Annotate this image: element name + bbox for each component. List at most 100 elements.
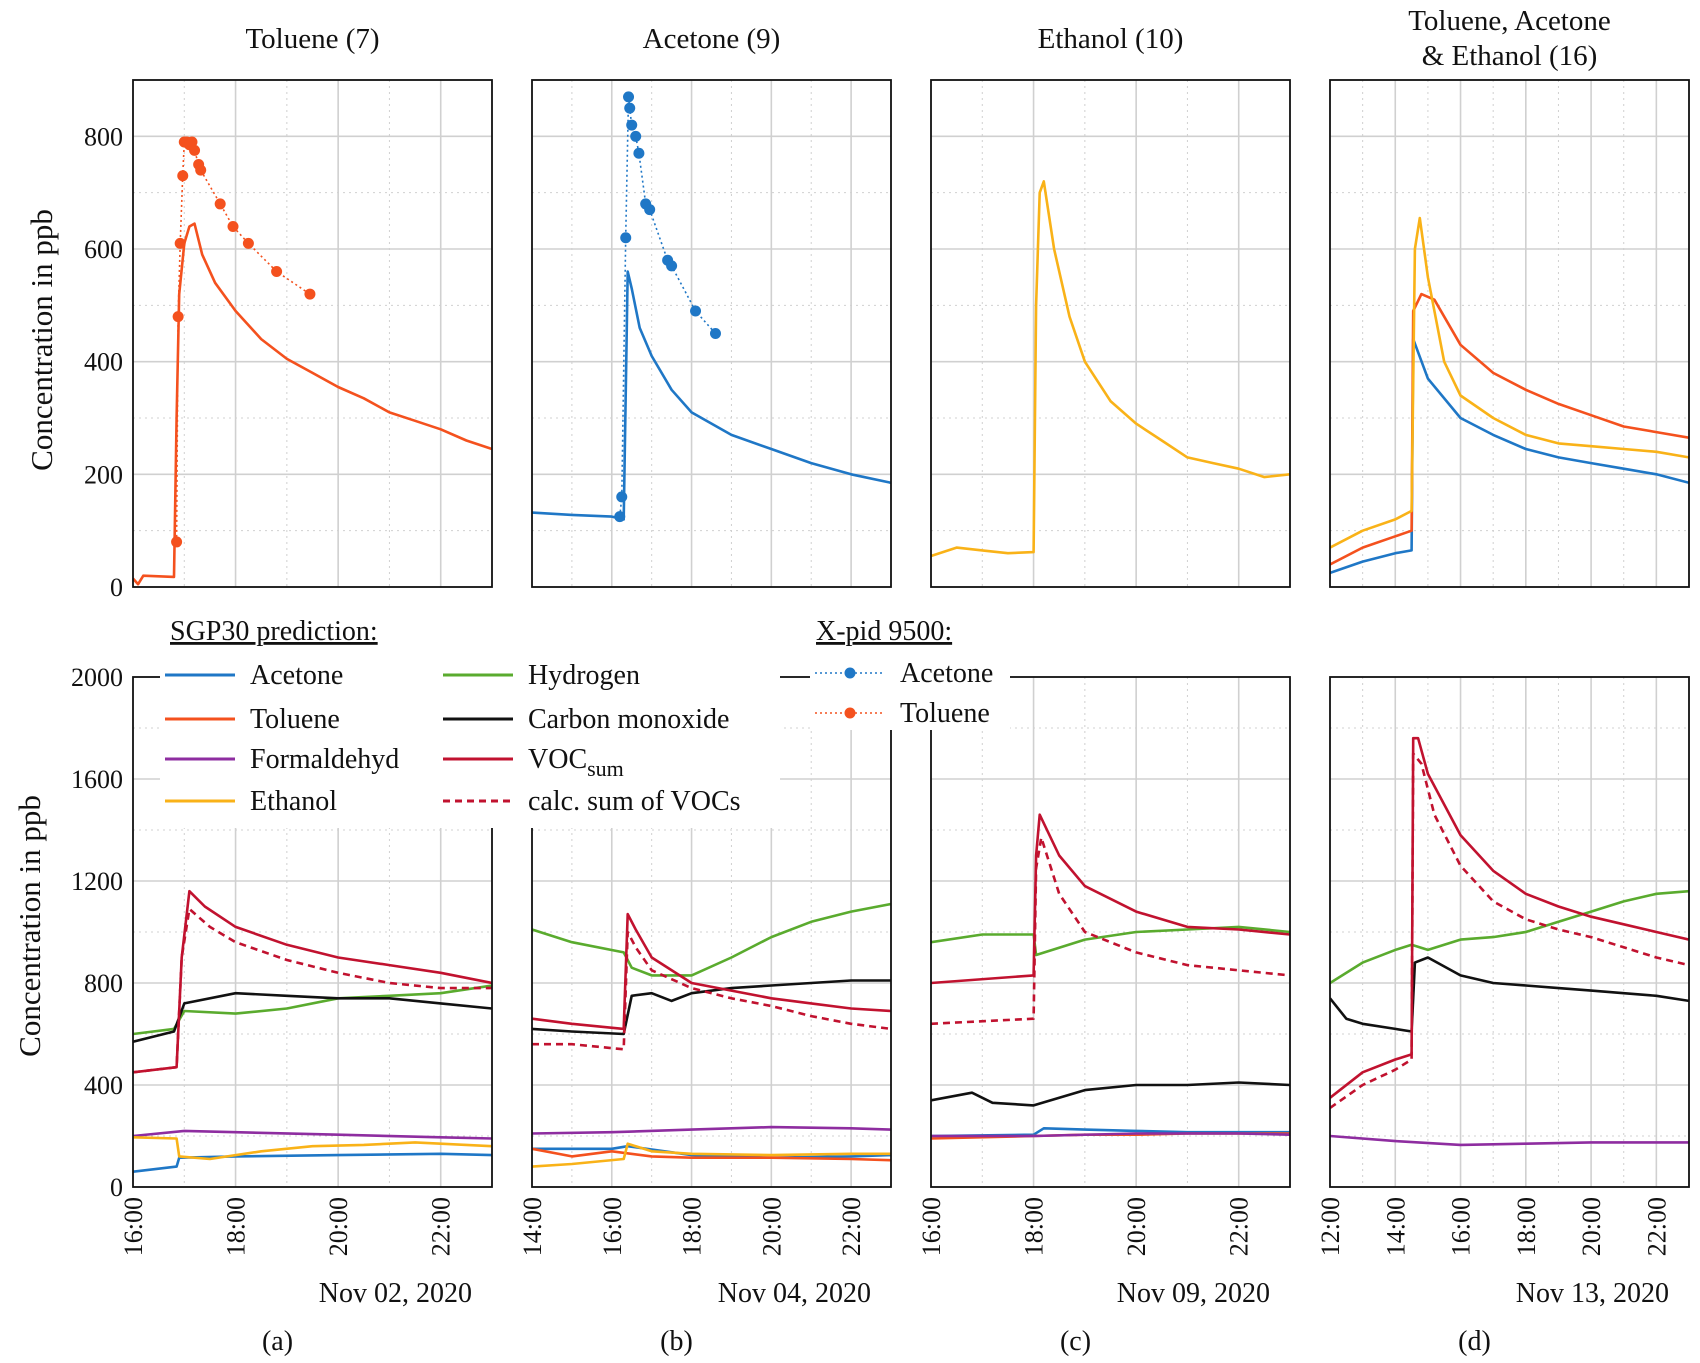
legend-label: Toluene: [250, 704, 340, 735]
panel-title: & Ethanol (16): [1422, 40, 1598, 72]
series-x-pid-toluene-marker: [171, 536, 183, 548]
series-x-pid-acetone-marker: [630, 130, 642, 142]
series-x-pid-acetone-marker: [614, 511, 626, 523]
x-tick-label: 22:00: [1642, 1197, 1671, 1256]
legend-item-xpid-acetone: Acetone: [815, 658, 993, 689]
series-group: [931, 813, 1290, 1140]
series-x-pid-toluene-marker: [214, 198, 226, 210]
series-acetone: [532, 270, 891, 521]
x-tick-label: 20:00: [324, 1197, 353, 1256]
legend-label: Carbon monoxide: [528, 704, 729, 735]
series-carbon-monoxide: [931, 1081, 1290, 1107]
legend-item-ethanol: Ethanol: [165, 786, 337, 817]
bottom-axes: [930, 676, 1291, 1188]
legend-sgp30-title: SGP30 prediction:: [170, 616, 378, 647]
panel-c: Ethanol (10) 16:00 18:00 20:00 22:00 Nov 09, …: [917, 23, 1291, 1357]
series-ethanol: [1330, 216, 1689, 549]
series-formaldehyd: [931, 1132, 1290, 1138]
panel-title: Ethanol (10): [1038, 23, 1184, 55]
top-frame: [1329, 79, 1690, 588]
legend-item-hydrogen: Hydrogen: [443, 660, 640, 691]
y-tick-label: 400: [84, 1071, 123, 1100]
top-frame: [132, 79, 493, 588]
series-vocsum: [931, 813, 1290, 985]
x-tick-label: 20:00: [757, 1197, 786, 1256]
series-hydrogen: [1330, 889, 1689, 985]
series-x-pid-toluene-marker: [186, 136, 198, 148]
series-formaldehyd: [532, 1125, 891, 1135]
series-x-pid-toluene-marker: [177, 170, 189, 182]
top-axes: [1329, 79, 1690, 588]
legend-label: Hydrogen: [528, 660, 640, 691]
x-tick-label: 22:00: [837, 1197, 866, 1256]
series-group: [1330, 216, 1689, 575]
x-tick-label: 16:00: [119, 1197, 148, 1256]
series-ethanol: [532, 1142, 891, 1168]
x-tick-label: 16:00: [917, 1197, 946, 1256]
x-tick-label: 16:00: [1447, 1197, 1476, 1256]
legend-label-subscript: sum: [587, 756, 624, 781]
panel-letter: (a): [262, 1326, 293, 1357]
series-ethanol: [931, 180, 1290, 558]
legend-label: Toluene: [900, 698, 990, 729]
series-calc-sum-of-vocs: [532, 930, 891, 1051]
series-calc-sum-of-vocs: [931, 836, 1290, 1026]
series-x-pid-toluene-marker: [242, 237, 254, 249]
legend-xpid-background: [810, 652, 1010, 730]
legend: SGP30 prediction: X-pid 9500: Acetone Tol…: [160, 616, 1010, 828]
bottom-y-axis-label: Concentration in ppb: [12, 795, 47, 1057]
panel-letter: (b): [660, 1326, 693, 1357]
series-x-pid-toluene-marker: [174, 237, 186, 249]
series-x-pid-toluene-marker: [304, 288, 316, 300]
series-ethanol: [133, 1136, 492, 1161]
series-group: [133, 889, 492, 1173]
series-group: [1330, 736, 1689, 1147]
x-tick-label: 20:00: [1122, 1197, 1151, 1256]
top-y-axis-label: Concentration in ppb: [24, 209, 59, 471]
bottom-frame: [1329, 676, 1690, 1188]
legend-item-calc-sum: calc. sum of VOCs: [443, 786, 741, 817]
series-x-pid-acetone-marker: [633, 147, 645, 159]
y-tick-label: 1200: [71, 867, 123, 896]
legend-column-3: Acetone Toluene: [815, 658, 993, 729]
series-x-pid-acetone-marker: [666, 260, 678, 272]
legend-background: [160, 652, 780, 828]
series-x-pid-acetone-marker: [623, 91, 635, 103]
top-axes: [531, 79, 892, 588]
series-calc-sum-of-vocs: [1330, 752, 1689, 1110]
series-x-pid-toluene-marker: [271, 266, 283, 278]
series-x-pid-acetone-marker: [690, 305, 702, 317]
x-tick-label: 16:00: [598, 1197, 627, 1256]
series-x-pid-toluene-marker: [195, 164, 207, 176]
panel-letter: (c): [1060, 1326, 1091, 1357]
x-tick-label: 20:00: [1577, 1197, 1606, 1256]
x-tick-label: 22:00: [1225, 1197, 1254, 1256]
series-x-pid-toluene-marker: [227, 220, 239, 232]
date-label: Nov 09, 2020: [1117, 1278, 1270, 1309]
series-x-pid-acetone-marker: [709, 328, 721, 339]
y-tick-label: 800: [84, 969, 123, 998]
y-tick-label: 600: [84, 235, 123, 264]
legend-item-toluene: Toluene: [165, 704, 340, 735]
series-x-pid-acetone-marker: [644, 204, 656, 216]
date-label: Nov 04, 2020: [718, 1278, 871, 1309]
series-x-pid-acetone-marker: [616, 491, 628, 503]
bottom-frame: [930, 676, 1291, 1188]
series-x-pid-acetone-marker: [624, 102, 636, 114]
y-tick-label: 2000: [71, 663, 123, 692]
legend-label: Acetone: [900, 658, 993, 689]
series-formaldehyd: [133, 1129, 492, 1140]
legend-item-carbon-monoxide: Carbon monoxide: [443, 704, 729, 735]
series-vocsum: [1330, 736, 1689, 1099]
top-axes: 0 200 400 600 800: [84, 79, 493, 602]
x-tick-label: 18:00: [222, 1197, 251, 1256]
series-x-pid-acetone-marker: [626, 119, 638, 131]
series-hydrogen: [133, 984, 492, 1036]
series-hydrogen: [931, 925, 1290, 957]
series-group: [133, 136, 492, 586]
series-x-pid-toluene-line: [175, 140, 311, 542]
top-axes: [930, 79, 1291, 588]
top-frame: [531, 79, 892, 588]
panel-letter: (d): [1458, 1326, 1491, 1357]
